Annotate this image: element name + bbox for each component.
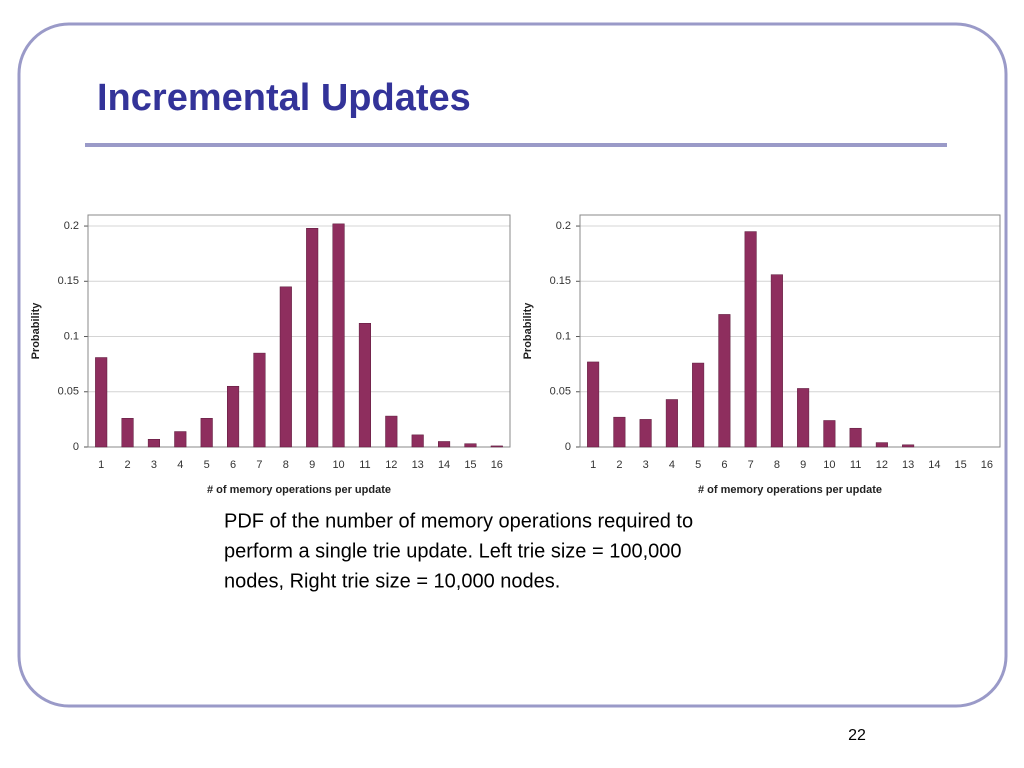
bar [253, 352, 266, 448]
y-axis-title: Probability [522, 302, 534, 360]
bar [823, 420, 836, 448]
x-tick-label: 10 [823, 459, 835, 471]
bar [385, 415, 398, 448]
bar [718, 314, 731, 448]
plot-frame [87, 214, 511, 448]
bar [147, 439, 160, 448]
x-tick-label: 10 [332, 459, 344, 471]
x-tick-label: 5 [204, 459, 210, 471]
x-tick-label: 2 [125, 459, 131, 471]
bar [200, 418, 213, 448]
x-tick-label: 15 [464, 459, 476, 471]
bar [490, 445, 503, 448]
bar [639, 419, 652, 448]
slide-border [17, 22, 1008, 708]
bar [665, 399, 678, 448]
y-tick-label: 0.1 [64, 330, 79, 342]
bar [306, 228, 319, 448]
x-tick-label: 8 [774, 459, 780, 471]
bar [227, 385, 240, 448]
x-tick-label: 14 [928, 459, 940, 471]
x-tick-label: 3 [151, 459, 157, 471]
bar [279, 286, 292, 448]
x-tick-label: 2 [616, 459, 622, 471]
caption-line: perform a single trie update. Left trie … [224, 540, 682, 562]
x-tick-label: 11 [359, 459, 370, 471]
bar [174, 431, 187, 448]
bar [613, 416, 626, 448]
x-tick-label: 16 [981, 459, 993, 471]
x-tick-label: 13 [412, 459, 424, 471]
bar [358, 323, 371, 448]
bar [95, 357, 108, 448]
x-axis-title: # of memory operations per update [207, 484, 391, 496]
x-tick-label: 9 [800, 459, 806, 471]
y-tick-label: 0 [565, 441, 571, 453]
y-tick-label: 0.05 [550, 386, 571, 398]
x-tick-label: 11 [850, 459, 861, 471]
page-number: 22 [848, 727, 866, 744]
x-tick-label: 3 [643, 459, 649, 471]
x-tick-label: 9 [309, 459, 315, 471]
x-tick-label: 8 [283, 459, 289, 471]
x-tick-label: 16 [491, 459, 503, 471]
bar [849, 427, 862, 448]
bar [464, 443, 477, 448]
y-tick-label: 0.05 [58, 386, 79, 398]
bar [744, 231, 757, 448]
x-tick-label: 12 [876, 459, 888, 471]
x-tick-label: 5 [695, 459, 701, 471]
bar [121, 418, 134, 448]
x-tick-label: 14 [438, 459, 450, 471]
bar [902, 444, 915, 448]
y-tick-label: 0 [73, 441, 79, 453]
y-tick-label: 0.15 [58, 275, 79, 287]
plot-frame [579, 214, 1001, 448]
x-tick-label: 4 [669, 459, 675, 471]
caption-line: nodes, Right trie size = 10,000 nodes. [224, 570, 560, 592]
bar [770, 274, 783, 448]
x-tick-label: 1 [98, 459, 104, 471]
x-tick-label: 12 [385, 459, 397, 471]
y-tick-label: 0.2 [64, 220, 79, 232]
bar [692, 362, 705, 448]
x-tick-label: 6 [230, 459, 236, 471]
x-axis-title: # of memory operations per update [698, 484, 882, 496]
x-tick-label: 13 [902, 459, 914, 471]
x-tick-label: 4 [177, 459, 183, 471]
bar [411, 434, 424, 448]
x-tick-label: 1 [590, 459, 596, 471]
y-tick-label: 0.1 [556, 330, 571, 342]
caption-line: PDF of the number of memory operations r… [224, 510, 693, 532]
y-tick-label: 0.2 [556, 220, 571, 232]
bar [875, 442, 888, 448]
bar [797, 388, 810, 448]
bar [332, 223, 345, 448]
x-tick-label: 7 [748, 459, 754, 471]
bar [438, 441, 451, 448]
x-tick-label: 7 [256, 459, 262, 471]
x-tick-label: 6 [721, 459, 727, 471]
bar [587, 361, 600, 448]
slide-title: Incremental Updates [97, 77, 471, 119]
y-axis-title: Probability [30, 302, 42, 360]
x-tick-label: 15 [955, 459, 967, 471]
y-tick-label: 0.15 [550, 275, 571, 287]
